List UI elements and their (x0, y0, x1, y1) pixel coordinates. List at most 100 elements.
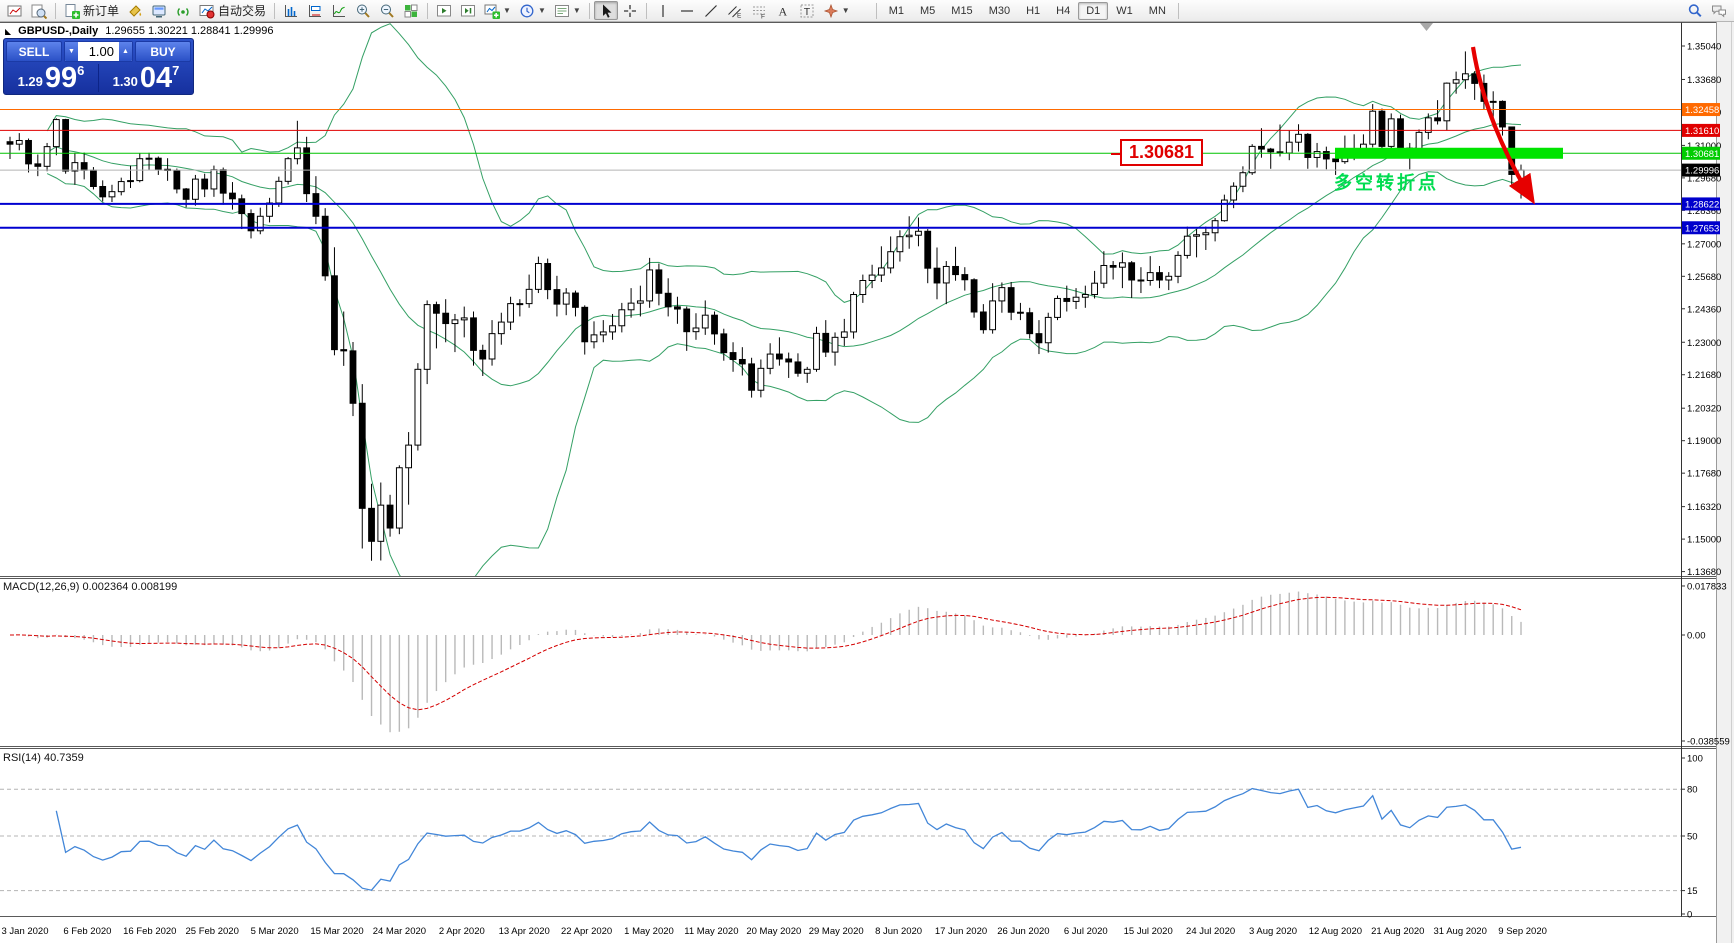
trendline-icon[interactable] (699, 1, 723, 20)
text-icon[interactable]: A (771, 1, 795, 20)
one-click-trading-panel: SELL ▼ 1.00 ▲ BUY 1.29 99 6 1.30 04 7 (3, 38, 194, 95)
svg-text:15 Jul 2020: 15 Jul 2020 (1124, 926, 1173, 937)
svg-text:1.30681: 1.30681 (1685, 149, 1719, 160)
svg-text:29 May 2020: 29 May 2020 (809, 926, 864, 937)
auto-trading-button[interactable]: 自动交易 (195, 1, 270, 20)
timeframe-m15-button[interactable]: M15 (943, 2, 980, 20)
vertical-line-icon[interactable] (651, 1, 675, 20)
timeframe-w1-button[interactable]: W1 (1108, 2, 1141, 20)
preview-icon[interactable] (27, 1, 51, 20)
time-dropdown-icon[interactable]: ▼ (537, 6, 546, 15)
chart-template-dropdown-icon[interactable]: ▼ (572, 6, 581, 15)
svg-text:0: 0 (1687, 910, 1692, 921)
buy-button[interactable]: BUY (135, 41, 191, 62)
tile-windows-icon[interactable] (399, 1, 423, 20)
candles (6, 51, 1525, 561)
new-chart-icon (484, 4, 501, 19)
chart-title-row: ◣ GBPUSD-,Daily 1.29655 1.30221 1.28841 … (5, 25, 273, 37)
timeframe-mn-button[interactable]: MN (1141, 2, 1174, 20)
indicator-window-icon[interactable] (303, 1, 327, 20)
strategy-tester-icon (437, 4, 452, 16)
cursor-icon (602, 4, 612, 18)
terminal-icon[interactable] (147, 1, 171, 20)
svg-text:1 May 2020: 1 May 2020 (624, 926, 674, 937)
chat-icon (1712, 5, 1726, 18)
svg-text:24 Mar 2020: 24 Mar 2020 (373, 926, 426, 937)
svg-text:1.28360: 1.28360 (1687, 206, 1721, 217)
volume-stepper[interactable]: ▼ 1.00 ▲ (64, 41, 133, 62)
sell-button[interactable]: SELL (6, 41, 62, 62)
turning-point-annotation[interactable]: 多空转折点 (1334, 173, 1439, 193)
search-icon[interactable] (1683, 1, 1707, 20)
timeframe-m1-button[interactable]: M1 (881, 2, 912, 20)
chart-shift-marker-icon[interactable] (1420, 23, 1433, 31)
new-chart-dropdown-icon[interactable]: ▼ (503, 6, 511, 15)
toolbar-separator (1177, 2, 1179, 19)
buy-price[interactable]: 1.30 04 7 (99, 62, 193, 94)
trend-arrow[interactable] (1470, 46, 1535, 205)
signal-icon[interactable] (171, 1, 195, 20)
svg-text:12 Aug 2020: 12 Aug 2020 (1309, 926, 1362, 937)
svg-text:1.15000: 1.15000 (1687, 535, 1721, 546)
svg-text:1.25680: 1.25680 (1687, 272, 1721, 283)
toolbar-separator (55, 2, 56, 19)
styles-bucket-icon (129, 4, 142, 17)
supply-band[interactable] (1335, 147, 1563, 159)
bollinger-bands (46, 23, 1522, 576)
svg-text:9 Sep 2020: 9 Sep 2020 (1498, 926, 1547, 937)
auto-trading-icon (199, 4, 215, 18)
zoom-in-icon[interactable] (351, 1, 375, 20)
timeframe-h4-button[interactable]: H4 (1048, 2, 1078, 20)
price-tag-1.30681 (1682, 146, 1720, 160)
tile-windows-icon (404, 4, 418, 17)
indicator-bars-icon[interactable] (279, 1, 303, 20)
styles-bucket-icon[interactable] (123, 1, 147, 20)
time-icon[interactable]: ▼ (515, 1, 550, 20)
fibonacci-icon[interactable]: F (747, 1, 771, 20)
timeframe-m5-button[interactable]: M5 (912, 2, 943, 20)
signal-icon (177, 7, 189, 16)
horizontal-line-icon[interactable] (675, 1, 699, 20)
sell-price[interactable]: 1.29 99 6 (4, 62, 98, 94)
search-icon (1688, 3, 1702, 17)
toolbar-separator (427, 2, 429, 19)
svg-text:1.23000: 1.23000 (1687, 338, 1721, 349)
timeframe-d1-button[interactable]: D1 (1078, 1, 1109, 20)
charts-icon[interactable] (3, 1, 27, 20)
price-callout-box[interactable]: 1.30681 (1110, 139, 1204, 166)
horizontal-levels[interactable] (0, 109, 1681, 229)
ohlc-values: 1.29655 1.30221 1.28841 1.29996 (105, 25, 274, 37)
svg-text:1.16320: 1.16320 (1687, 502, 1721, 513)
timeframe-h1-button[interactable]: H1 (1018, 2, 1048, 20)
price-divider (98, 64, 99, 92)
buy-price-prefix: 1.30 (112, 74, 138, 89)
strategy-tester-icon[interactable] (432, 1, 456, 20)
crosshair-icon[interactable] (618, 1, 642, 20)
volume-increase-button[interactable]: ▲ (119, 42, 132, 61)
text-label-icon[interactable]: T (795, 1, 819, 20)
svg-text:3 Aug 2020: 3 Aug 2020 (1249, 926, 1297, 937)
new-order-button[interactable]: 新订单 (60, 1, 123, 20)
zoom-out-icon[interactable] (375, 1, 399, 20)
new-chart-icon[interactable]: ▼ (480, 1, 515, 20)
cursor-icon[interactable] (593, 1, 618, 20)
arrows-icon[interactable]: ▼ (819, 1, 854, 20)
right-margin-strip (1717, 22, 1734, 943)
svg-text:-0.038559: -0.038559 (1687, 736, 1730, 747)
sell-price-pip: 6 (77, 63, 85, 78)
indicator-curve-icon[interactable] (327, 1, 351, 20)
svg-text:50: 50 (1687, 832, 1698, 843)
svg-text:A: A (778, 4, 787, 18)
channel-icon[interactable]: E (723, 1, 747, 20)
svg-text:1.24360: 1.24360 (1687, 304, 1721, 315)
buy-price-main: 04 (139, 62, 173, 94)
arrows-dropdown-icon[interactable]: ▼ (841, 6, 850, 15)
volume-decrease-button[interactable]: ▼ (65, 42, 78, 61)
volume-value[interactable]: 1.00 (88, 44, 114, 59)
svg-text:E: E (737, 12, 742, 19)
timeframe-m30-button[interactable]: M30 (981, 2, 1018, 20)
chat-icon[interactable] (1707, 1, 1731, 20)
step-forward-icon[interactable] (456, 1, 480, 20)
chart-template-icon[interactable]: ▼ (550, 1, 585, 20)
toolbar-separator (274, 2, 276, 19)
